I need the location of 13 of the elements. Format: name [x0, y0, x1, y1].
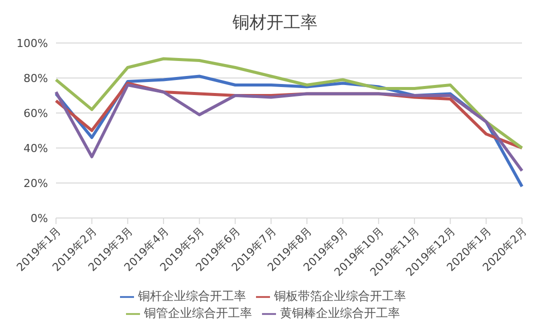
- legend-label: 铜板带箔企业综合开工率: [274, 289, 406, 303]
- line-series: [54, 57, 524, 150]
- y-tick-label: 40%: [24, 142, 48, 155]
- legend-label: 铜管企业综合开工率: [144, 306, 252, 320]
- y-tick-label: 20%: [24, 176, 48, 190]
- y-tick-label: 60%: [24, 106, 48, 120]
- y-tick-label: 0%: [30, 212, 48, 225]
- y-tick-label: 80%: [24, 72, 48, 85]
- legend-label: 铜杆企业综合开工率: [138, 289, 246, 303]
- line-series: [54, 84, 524, 172]
- chart-title: 铜材开工率: [232, 12, 318, 35]
- y-tick-label: 100%: [16, 36, 48, 50]
- legend-label: 黄铜棒企业综合开工率: [280, 306, 400, 320]
